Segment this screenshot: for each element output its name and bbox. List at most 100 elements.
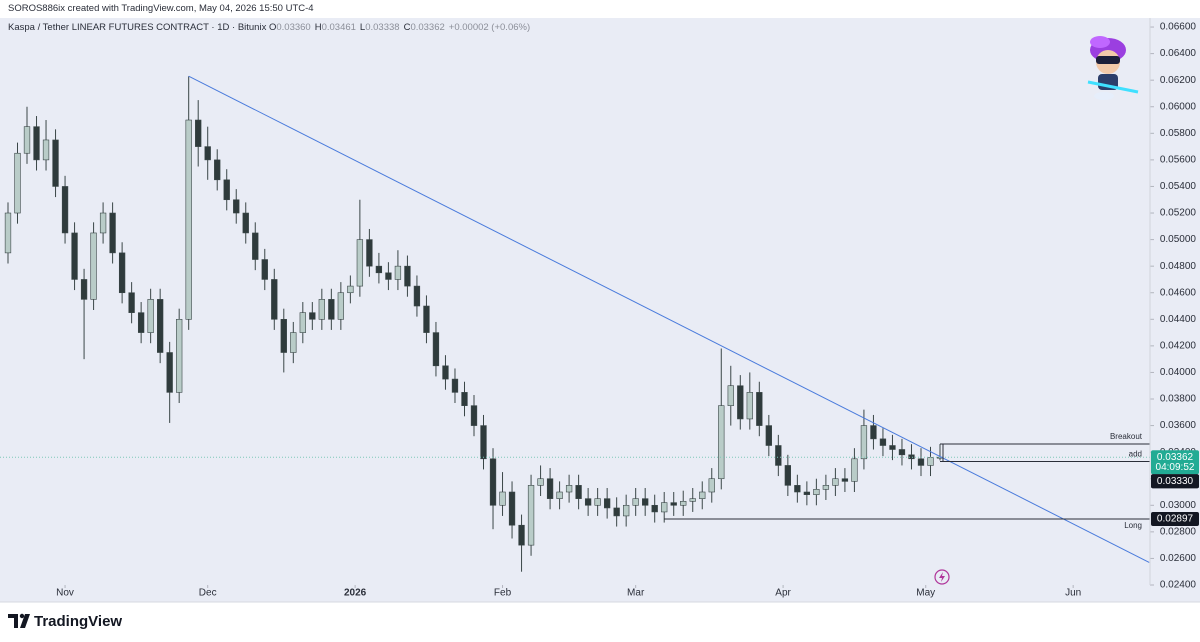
candle-body	[489, 458, 497, 506]
y-tick-label: 0.04400	[1160, 314, 1197, 325]
candle-body	[898, 449, 906, 456]
change: +0.00002 (+0.06%)	[448, 22, 531, 33]
candle-body	[822, 485, 830, 490]
candle-body	[214, 159, 221, 181]
ohlc-key: O	[268, 22, 277, 33]
candle-body	[299, 312, 306, 333]
candle-body	[432, 332, 440, 367]
candle-body	[470, 405, 478, 426]
x-tick-label: Feb	[494, 588, 512, 599]
x-tick-label: Nov	[56, 588, 74, 599]
candle-body	[651, 504, 658, 513]
candle-body	[271, 279, 278, 320]
level-label: 0.02897	[1157, 514, 1194, 525]
symbol-title: Kaspa / Tether LINEAR FUTURES CONTRACT ·…	[8, 22, 267, 33]
candle-body	[756, 392, 763, 426]
candle-body	[451, 378, 459, 393]
candle-body	[746, 392, 753, 420]
candle-body	[385, 272, 392, 280]
logo-mark	[8, 614, 30, 628]
candle-body	[223, 179, 230, 201]
candle-body	[575, 485, 582, 499]
candle-body	[233, 199, 240, 214]
level-box	[1151, 474, 1199, 489]
candle-body	[309, 312, 316, 320]
y-tick-label: 0.04000	[1160, 367, 1197, 378]
candle-body	[765, 425, 772, 446]
candle-body	[375, 265, 383, 274]
candle-body	[527, 485, 535, 546]
candle-body	[680, 501, 687, 506]
icon-bolt	[939, 572, 945, 582]
candle-body	[337, 292, 345, 320]
alert-icon	[934, 569, 950, 585]
candle-body	[404, 265, 411, 287]
candle-body	[480, 425, 487, 460]
candle-body	[90, 232, 97, 300]
candle-body	[632, 498, 639, 506]
candle-body	[623, 504, 630, 517]
mascot	[1087, 36, 1139, 100]
level-name: add	[1129, 450, 1142, 459]
ohlc-key: C	[403, 22, 411, 33]
candle-body	[52, 139, 59, 187]
x-tick-label: Mar	[627, 588, 645, 599]
plot: Breakout add Long	[0, 75, 1150, 572]
candle-body	[80, 279, 88, 300]
candle-body	[176, 319, 183, 393]
y-tick-label: 0.03600	[1160, 420, 1197, 431]
candle-body	[99, 212, 107, 234]
ohlc-key: H	[314, 22, 322, 33]
brand-logo: TradingView	[8, 613, 122, 630]
candle-body	[290, 332, 297, 353]
y-tick-label: 0.06600	[1160, 22, 1197, 33]
symbol-line: Kaspa / Tether LINEAR FUTURES CONTRACT ·…	[8, 22, 534, 33]
y-tick-label: 0.05000	[1160, 234, 1197, 245]
candle-body	[603, 498, 611, 509]
candle-body	[242, 212, 249, 234]
candle-body	[784, 465, 791, 486]
candle-body	[718, 405, 725, 480]
price-box	[1151, 450, 1199, 475]
y-tick-label: 0.05600	[1160, 155, 1197, 166]
candle-body	[917, 458, 925, 466]
price-axis: 0.024000.026000.028000.030000.032000.034…	[56, 18, 1199, 599]
y-tick-label: 0.06000	[1160, 101, 1197, 112]
y-tick-label: 0.02400	[1160, 580, 1197, 591]
candle-body	[661, 502, 668, 513]
trendline	[188, 75, 1150, 563]
candle-body	[546, 478, 554, 499]
candle-body	[727, 385, 734, 406]
candle-body	[860, 425, 868, 460]
ohlc-value: 0.03338	[365, 22, 400, 33]
y-tick-label: 0.02600	[1160, 553, 1197, 564]
candle-body	[642, 498, 649, 506]
candle-body	[137, 312, 145, 333]
candle-body	[166, 352, 173, 393]
candle-body	[328, 299, 335, 320]
candle-body	[42, 139, 50, 161]
y-tick-label: 0.04200	[1160, 341, 1197, 352]
candle-body	[442, 365, 449, 380]
candle-body	[794, 485, 801, 493]
brand-name: TradingView	[34, 613, 122, 630]
candle-body	[356, 239, 364, 287]
ohlc-value: 0.03362	[410, 22, 445, 33]
candle-body	[879, 438, 887, 446]
x-tick-label: Jun	[1065, 588, 1081, 599]
candle-body	[508, 491, 516, 526]
level-name: Breakout	[1110, 432, 1143, 441]
candle-body	[594, 498, 601, 506]
candle-body	[61, 186, 69, 234]
y-tick-label: 0.06200	[1160, 75, 1197, 86]
visor	[1096, 56, 1120, 64]
cloud	[1094, 92, 1114, 100]
saber	[1087, 80, 1139, 94]
candle-body	[423, 305, 430, 333]
candle-body	[147, 299, 154, 333]
y-tick-label: 0.05200	[1160, 208, 1197, 219]
candle-body	[737, 385, 744, 420]
candle-body	[699, 491, 706, 499]
candle-body	[537, 478, 544, 486]
